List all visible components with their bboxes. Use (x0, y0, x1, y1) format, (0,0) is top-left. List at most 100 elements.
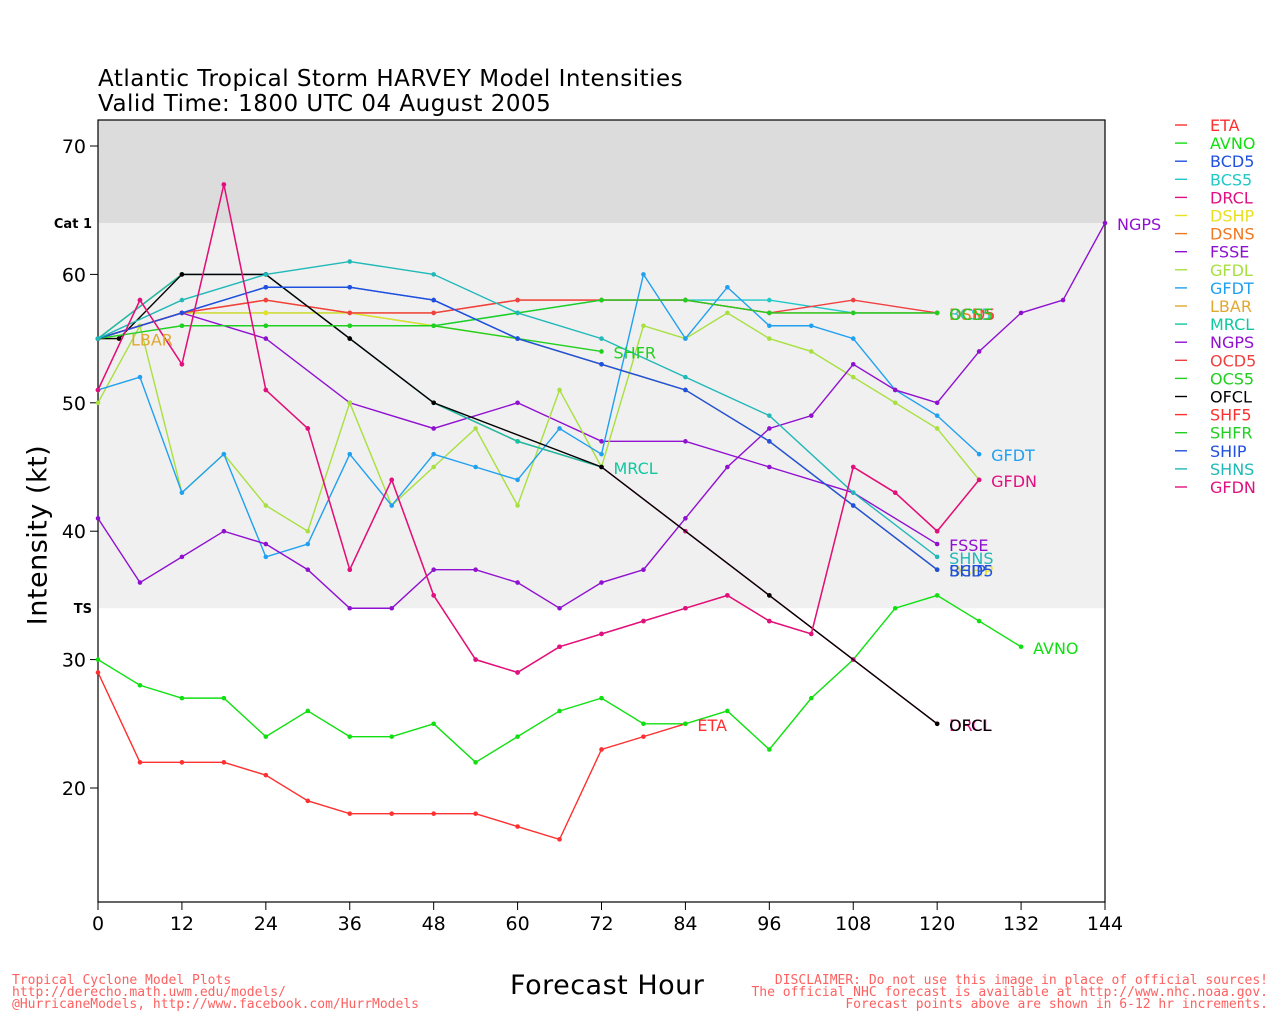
data-point-ocs5 (934, 310, 940, 316)
data-point-avno (305, 708, 311, 714)
data-point-avno (767, 747, 772, 752)
data-point-shfr (599, 349, 604, 354)
data-point-gfdn (389, 477, 395, 483)
end-label-ofcl: OFCL (949, 716, 991, 735)
data-point-ngps (263, 541, 269, 547)
data-point-gfdn (850, 464, 856, 470)
chart-subtitle: Valid Time: 1800 UTC 04 August 2005 (98, 91, 552, 117)
x-tick-label: 48 (422, 913, 446, 935)
x-tick-label: 132 (1003, 913, 1039, 935)
data-point-gfdt (683, 336, 688, 341)
footer-disclaimer: DISCLAIMER: Do not use this image in pla… (751, 973, 1268, 1011)
data-point-ngps (515, 580, 520, 585)
footer-credits: Tropical Cyclone Model Plots http://derec… (12, 974, 419, 1012)
end-label-bcs5: BCS5 (949, 305, 991, 324)
data-point-ofcl (347, 336, 353, 341)
data-point-shns (95, 336, 101, 341)
data-point-shns (515, 310, 520, 316)
data-point-eta (347, 811, 353, 816)
data-point-avno (934, 593, 940, 598)
data-point-shns (263, 272, 269, 277)
footer-credit-line: http://derecho.math.uwm.edu/models/ (12, 985, 286, 1000)
data-point-ship (347, 284, 353, 290)
footer-disclaimer-line: DISCLAIMER: Do not use this image in pla… (774, 973, 1268, 988)
legend-item-ship: SHIP (1210, 442, 1247, 461)
data-point-gfdn (934, 528, 940, 534)
data-point-shns (347, 259, 353, 264)
data-point-shns (431, 272, 436, 277)
data-point-gfdn (137, 297, 143, 303)
data-point-gfdn (599, 631, 604, 637)
y-tick-label: 30 (62, 650, 86, 672)
x-tick-label: 120 (919, 913, 955, 935)
data-point-gfdt (641, 272, 646, 277)
data-point-avno (473, 760, 478, 765)
data-point-gfdt (557, 426, 562, 431)
legend-item-ocd5: OCD5 (1210, 351, 1256, 370)
data-point-ocd5 (431, 310, 436, 316)
legend-item-bcs5: BCS5 (1210, 170, 1252, 189)
end-label-drcl: DRCL (949, 716, 992, 735)
data-point-ngps (1102, 220, 1108, 226)
data-point-gfdt (137, 374, 143, 380)
data-point-gfdn (473, 657, 478, 662)
data-point-eta (641, 734, 646, 739)
data-point-ocs5 (767, 310, 772, 316)
legend-item-drcl: DRCL (1210, 188, 1253, 207)
threshold-label: Cat 1 (54, 217, 92, 232)
data-point-gfdn (976, 477, 982, 483)
data-point-avno (641, 721, 646, 727)
footer-credit-line: @HurricaneModels, http://www.facebook.co… (12, 997, 419, 1012)
end-label-mrcl: MRCL (614, 459, 658, 478)
data-point-fsse (515, 400, 520, 406)
data-point-fsse (431, 426, 436, 431)
legend-item-gfdt: GFDT (1210, 279, 1254, 298)
data-point-eta (221, 760, 227, 765)
end-label-lbar: LBAR (131, 331, 173, 350)
data-point-ocd5 (263, 297, 269, 303)
x-tick-label: 24 (254, 913, 278, 935)
data-point-gfdn (515, 670, 520, 675)
legend-item-lbar: LBAR (1210, 297, 1252, 316)
x-tick-label: 60 (505, 913, 529, 935)
x-tick-label: 36 (338, 913, 362, 935)
data-point-eta (305, 798, 311, 804)
data-point-eta (137, 760, 143, 765)
data-point-avno (1018, 644, 1024, 650)
legend-item-shf5: SHF5 (1210, 406, 1252, 425)
data-point-avno (347, 734, 353, 739)
data-point-ship (683, 387, 688, 393)
data-point-avno (95, 657, 101, 662)
end-label-gfdn: GFDN (991, 472, 1037, 491)
x-tick-label: 72 (589, 913, 613, 935)
legend-item-shfr: SHFR (1210, 424, 1253, 443)
data-point-ngps (473, 567, 478, 573)
data-point-fsse (683, 439, 688, 444)
legend-item-ngps: NGPS (1210, 333, 1254, 352)
data-point-ship (179, 310, 185, 316)
x-tick-label: 84 (673, 913, 697, 935)
data-point-ngps (808, 413, 814, 418)
data-point-ngps (1060, 297, 1066, 303)
data-point-avno (263, 734, 269, 739)
data-point-gfdt (221, 451, 227, 457)
data-point-shfr (179, 323, 185, 329)
data-point-gfdn (431, 593, 436, 598)
data-point-ngps (221, 528, 227, 534)
data-point-gfdl (557, 387, 562, 393)
legend-item-eta: ETA (1210, 116, 1240, 135)
data-point-ship (767, 439, 772, 444)
data-point-gfdl (767, 336, 772, 341)
data-point-gfdl (263, 503, 269, 508)
data-point-ngps (934, 400, 940, 406)
data-point-gfdt (347, 451, 353, 457)
data-point-avno (179, 695, 185, 701)
data-point-gfdl (515, 503, 520, 508)
data-point-gfdt (976, 451, 982, 457)
legend-item-bcd5: BCD5 (1210, 152, 1254, 171)
data-point-ngps (347, 605, 353, 611)
data-point-avno (389, 734, 395, 739)
series-line-avno (97, 594, 1022, 764)
data-point-ngps (976, 349, 982, 354)
data-point-gfdn (683, 605, 688, 611)
